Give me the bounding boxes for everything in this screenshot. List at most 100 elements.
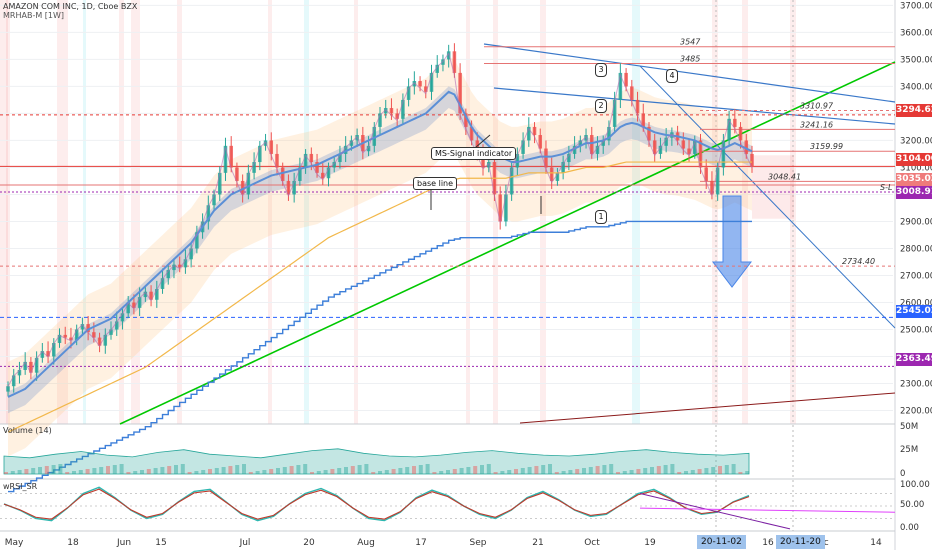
session-band [268, 0, 272, 424]
volume-bar [575, 469, 580, 474]
volume-bar [636, 469, 641, 474]
y-tick-label: 3200.00 [900, 136, 932, 146]
volume-bar [704, 468, 709, 474]
volume-bar [602, 465, 607, 474]
date-badge-end: 20-11-20 [776, 535, 825, 549]
price-level-label: 3485 [680, 54, 700, 63]
volume-bar [425, 464, 430, 474]
volume-bar [711, 467, 716, 474]
candle-body [206, 205, 211, 222]
volume-bar [541, 465, 546, 474]
volume-bar [330, 469, 335, 474]
candle-body [160, 278, 165, 289]
base-line-curve [7, 161, 752, 433]
candle-body [464, 113, 468, 127]
volume-bar [731, 464, 736, 474]
candle-body [693, 140, 697, 154]
candle-body [172, 264, 176, 271]
x-tick-label: 14 [870, 538, 882, 548]
rsi-title: wRSI_SR [3, 482, 38, 491]
volume-bar [384, 470, 389, 474]
candle-body [258, 145, 262, 163]
volume-bar [133, 471, 138, 474]
volume-bar [58, 464, 63, 474]
stop-loss-label: S-L [880, 183, 892, 192]
session-band [493, 0, 498, 424]
session-band [354, 0, 358, 424]
signal-cloud-band [8, 56, 752, 457]
volume-bar [371, 472, 376, 474]
candle-body [23, 361, 27, 370]
y-tick-label: 2900.00 [900, 217, 932, 227]
candle-body [618, 72, 623, 100]
volume-bar [609, 464, 614, 474]
x-tick-label: 15 [155, 538, 166, 548]
candle-body [498, 194, 502, 222]
candle-body [418, 81, 422, 87]
candle-body [435, 64, 439, 73]
baseline-callout: base line [413, 177, 458, 190]
candle-body [252, 162, 256, 173]
y-tick-label: 2800.00 [900, 244, 932, 254]
candle-body [366, 145, 371, 152]
candle-body [286, 180, 291, 195]
volume-bar [582, 468, 586, 474]
x-tick-label: 21 [532, 538, 543, 548]
trend-lines [119, 43, 896, 425]
volume-bar [473, 466, 478, 474]
volume-bar [677, 472, 682, 474]
ms-signal-line [7, 90, 753, 398]
volume-bar [228, 466, 233, 474]
candle-body [429, 72, 434, 92]
candle-body [303, 153, 308, 168]
wave-label-4: 4 [666, 69, 678, 83]
candle-body [555, 172, 560, 181]
volume-bar [514, 469, 518, 474]
rsi-tick-label: 0.00 [900, 523, 919, 533]
long-trend-line [519, 392, 896, 424]
price-badge-2363: 2363.49 [896, 353, 932, 366]
wrsi-signal-line [3, 488, 750, 520]
session-band [0, 0, 8, 424]
candle-body [595, 145, 600, 154]
volume-bar [51, 465, 56, 474]
candle-body [612, 99, 617, 127]
candle-body [504, 194, 508, 222]
candle-body [132, 302, 136, 308]
candle-body [721, 140, 726, 168]
price-level-label: 3159.99 [810, 142, 843, 151]
rsi-trendline [639, 493, 791, 530]
volume-bar [119, 464, 124, 474]
volume-bar [391, 469, 396, 474]
candle-body [298, 167, 302, 181]
down-projection [639, 65, 896, 329]
volume-bar [527, 467, 532, 474]
session-band [304, 0, 309, 424]
candle-body [630, 86, 634, 100]
volume-bar [520, 468, 525, 474]
x-tick-label: Jun [116, 538, 131, 548]
x-tick-label: Aug [357, 538, 375, 548]
volume-bar [85, 469, 90, 474]
x-tick-label: May [5, 538, 24, 548]
candle-body [183, 259, 188, 268]
volume-bar [310, 472, 314, 474]
volume-bar [548, 464, 552, 474]
support-trendline [119, 61, 896, 425]
close-average-line [7, 52, 753, 387]
session-band [177, 0, 182, 424]
signal-inner-band [8, 86, 752, 414]
volume-bar [289, 466, 294, 474]
volume-bar [282, 467, 287, 474]
volume-bar [690, 470, 695, 474]
volume-bar [126, 472, 131, 474]
candle-body [343, 145, 348, 154]
volume-bar [629, 470, 634, 474]
x-tick-label: Sep [470, 538, 487, 548]
candle-body [137, 297, 142, 308]
volume-tick-label: 25M [900, 445, 918, 455]
price-badge-3104: 3104.00 [896, 153, 932, 166]
price-badge-3294: 3294.62 [896, 104, 932, 117]
volume-bar [112, 465, 117, 474]
volume-bar [65, 472, 70, 474]
